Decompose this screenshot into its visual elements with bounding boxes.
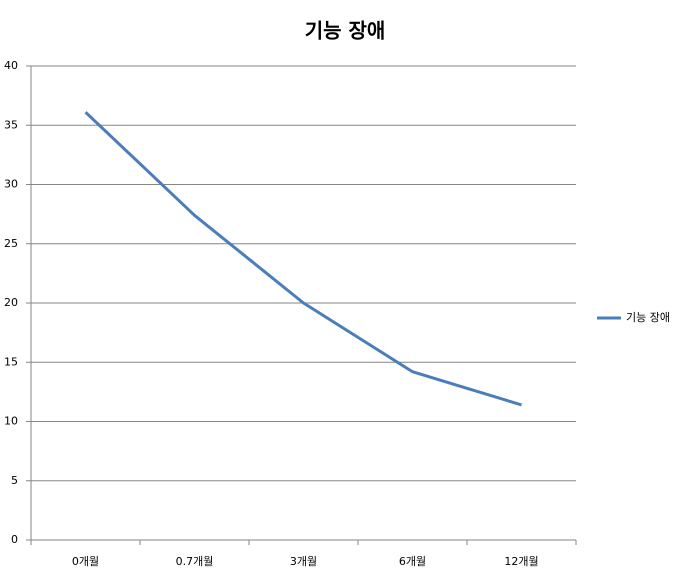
y-tick-label: 0: [11, 533, 18, 546]
y-tick-label: 15: [4, 355, 18, 368]
chart-title: 기능 장애: [305, 19, 386, 43]
y-tick-label: 25: [4, 237, 18, 250]
y-tick-label: 10: [4, 415, 18, 428]
x-tick-label: 0.7개월: [176, 555, 214, 568]
y-tick-label: 5: [11, 474, 18, 487]
x-tick-label: 12개월: [504, 555, 538, 568]
x-tick-label: 0개월: [72, 555, 99, 568]
y-tick-label: 35: [4, 118, 18, 131]
x-tick-label: 6개월: [399, 555, 426, 568]
legend-label: 기능 장애: [626, 311, 670, 324]
y-tick-label: 20: [4, 296, 18, 309]
y-tick-label: 30: [4, 178, 18, 191]
data-line: [84, 111, 522, 407]
y-tick-label: 40: [4, 59, 18, 72]
x-tick-label: 3개월: [290, 555, 317, 568]
